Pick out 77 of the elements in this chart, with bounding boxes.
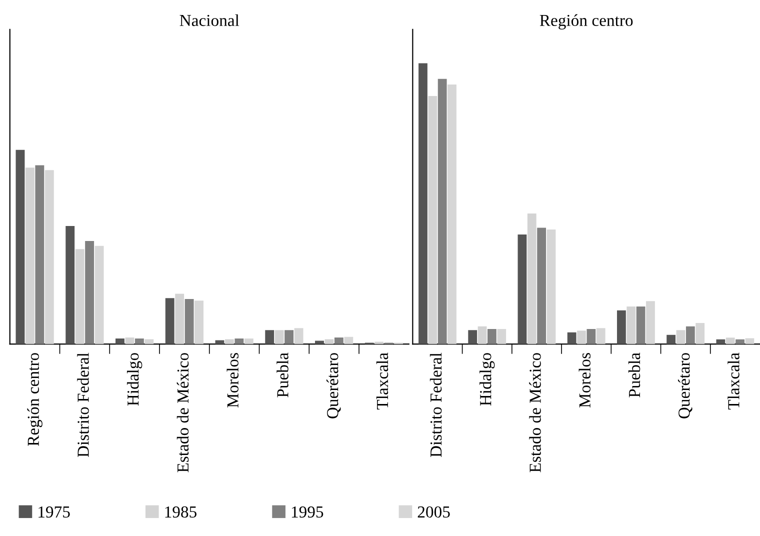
bar — [596, 328, 606, 344]
legend-label: 1985 — [165, 506, 196, 518]
x-tick-label: Estado de México — [176, 353, 189, 472]
bar — [274, 330, 284, 344]
bar — [428, 96, 438, 344]
bar — [686, 326, 695, 344]
x-tick-label: Hidalgo — [126, 353, 142, 406]
bar — [448, 84, 456, 344]
bar — [25, 168, 34, 344]
bar — [616, 310, 626, 344]
chart-title: Nacional — [180, 14, 240, 26]
bar — [44, 170, 54, 344]
x-tick-label: Estado de México — [529, 353, 541, 472]
bar — [468, 330, 478, 344]
x-tick-label: Tlaxcala — [376, 352, 388, 410]
bar — [16, 150, 25, 344]
bar — [567, 332, 576, 344]
bar — [646, 301, 655, 344]
bar — [244, 338, 254, 344]
bar — [497, 328, 506, 344]
bar — [487, 328, 496, 344]
bar — [334, 338, 344, 344]
bar — [745, 338, 754, 344]
bar — [144, 339, 154, 344]
bar — [716, 339, 726, 344]
bar — [418, 63, 428, 344]
bar — [537, 228, 546, 344]
bar — [478, 326, 487, 344]
x-tick-label: Tlaxcala — [728, 352, 740, 410]
bar — [736, 339, 744, 344]
x-tick-label: Distrito Federal — [77, 352, 89, 458]
bar — [636, 306, 646, 344]
bar — [194, 300, 204, 344]
x-tick-label: Distrito Federal — [430, 352, 442, 458]
legend-label: 2005 — [418, 506, 450, 518]
bar — [666, 334, 676, 344]
bar — [134, 338, 144, 344]
bar — [184, 299, 194, 344]
bar — [265, 330, 274, 344]
bar — [234, 338, 244, 344]
bar — [626, 306, 636, 344]
x-tick-label: Hidalgo — [480, 353, 495, 406]
bar — [284, 330, 294, 344]
bar — [224, 339, 234, 344]
bar — [35, 165, 44, 344]
bar — [294, 328, 304, 344]
chart-title: Región centro — [540, 14, 633, 30]
bar — [324, 339, 334, 344]
x-tick-label: Morelos — [226, 353, 238, 408]
bar — [696, 323, 705, 344]
bar — [116, 338, 124, 344]
bar — [344, 336, 354, 344]
x-tick-label: Querétaro — [326, 353, 341, 418]
bar — [85, 240, 94, 344]
bar — [75, 249, 84, 344]
x-tick-label: Querétaro — [678, 353, 692, 418]
bar — [66, 226, 75, 344]
bar — [676, 330, 686, 344]
bar — [438, 78, 447, 344]
legend-label: 1975 — [38, 506, 70, 518]
bar — [175, 294, 184, 344]
bar — [215, 340, 224, 344]
bar — [518, 234, 527, 344]
bar — [726, 338, 735, 344]
bar — [527, 213, 536, 344]
legend-label: 1995 — [292, 506, 324, 518]
bar — [315, 340, 324, 344]
x-tick-label: Morelos — [578, 353, 591, 408]
bar — [94, 246, 104, 344]
bar — [165, 298, 174, 344]
bar — [586, 328, 596, 344]
bar — [546, 229, 556, 344]
x-tick-label: Puebla — [276, 352, 288, 398]
x-tick-label: Región centro — [27, 353, 42, 446]
x-tick-label: Puebla — [628, 352, 640, 398]
bar — [577, 330, 586, 344]
bar — [125, 338, 134, 344]
